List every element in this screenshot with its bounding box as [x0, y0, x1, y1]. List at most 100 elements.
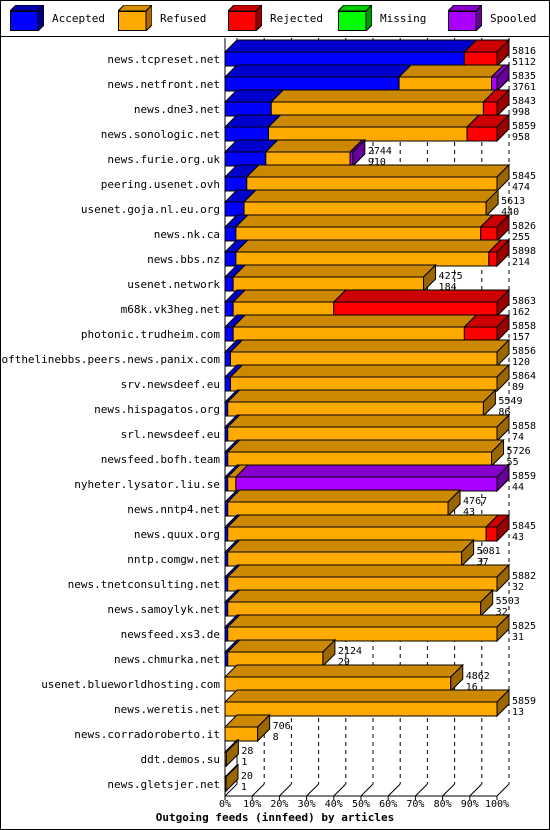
category-label: news.hispagatos.org — [94, 403, 220, 416]
accepted-label: 474 — [512, 182, 530, 193]
accepted-label: 120 — [512, 357, 530, 368]
bar-segment-top — [223, 39, 478, 53]
bar-segment-top — [397, 64, 505, 78]
bar-segment-top — [231, 289, 348, 303]
bar-segment-side — [496, 363, 510, 393]
bar-segment — [224, 251, 237, 267]
bar-segment-side — [257, 713, 271, 743]
accepted-label: 43 — [463, 507, 475, 518]
bar-segment — [463, 326, 498, 342]
bar-segment — [227, 501, 449, 517]
category-label: news.nntp4.net — [127, 503, 220, 516]
grid-floor-line — [496, 783, 510, 797]
category-label: peering.usenet.ovh — [101, 178, 220, 191]
bar-segment — [268, 126, 468, 142]
category-label: news.furie.org.uk — [107, 153, 220, 166]
accepted-label: 37 — [477, 557, 489, 568]
category-label: newsfeed.bofh.team — [101, 453, 221, 466]
x-tick-label: 10% — [243, 799, 261, 810]
bar-segment — [224, 126, 270, 142]
category-label: news.nk.ca — [154, 228, 220, 241]
x-tick-label: 30% — [298, 799, 316, 810]
bar-segment — [235, 226, 482, 242]
x-tick-label: 0% — [219, 799, 231, 810]
bar-segment — [227, 601, 482, 617]
offered-label: 5081 — [477, 546, 501, 557]
bar-segment — [466, 126, 498, 142]
offered-label: 5816 — [512, 46, 536, 57]
bar-segment-side — [496, 288, 510, 318]
accepted-label: 3761 — [512, 82, 536, 93]
legend-swatch-refused — [118, 5, 152, 31]
bar-segment — [224, 76, 400, 92]
grid-floor-line — [360, 783, 374, 797]
bar-segment-top — [234, 239, 503, 253]
x-tick-label: 60% — [379, 799, 397, 810]
bar-segment — [227, 451, 493, 467]
bar-segment-top — [226, 414, 511, 428]
category-label: news.dne3.net — [134, 103, 220, 116]
bar-segment — [224, 176, 248, 192]
bar-segment-side — [461, 538, 475, 568]
bar-segment-top — [234, 214, 494, 228]
bar-segment-side — [496, 613, 510, 643]
legend-label-refused: Refused — [160, 12, 207, 25]
bar-segment-top — [332, 289, 511, 303]
grid-floor-line — [279, 783, 292, 797]
offered-label: 5858 — [512, 321, 536, 332]
bar-segment — [232, 326, 465, 342]
bar-segment — [491, 76, 498, 92]
category-label: usenet.blueworldhosting.com — [41, 678, 220, 691]
bar-segment — [227, 426, 498, 442]
bar-segment-side — [496, 213, 510, 243]
offered-label: 5863 — [512, 296, 536, 307]
bar-segment-top — [226, 564, 511, 578]
accepted-label: 184 — [439, 282, 457, 293]
accepted-label: 5112 — [512, 57, 536, 68]
offered-label: 4767 — [463, 496, 487, 507]
offered-label: 5858 — [512, 421, 536, 432]
x-tick-label: 50% — [352, 799, 370, 810]
bar-segment — [229, 376, 498, 392]
category-label: newsfeed.xs3.de — [121, 628, 220, 641]
bar-segment — [398, 76, 493, 92]
bar-segment — [488, 251, 498, 267]
bar-segment-side — [352, 138, 366, 168]
bar-segment-side — [496, 63, 510, 93]
bar-segment-side — [496, 688, 510, 718]
bar-segment — [235, 251, 490, 267]
bar-segment — [227, 526, 487, 542]
grid-floor-line — [442, 783, 455, 797]
offered-label: 5864 — [512, 371, 536, 382]
bar-segment — [224, 101, 272, 117]
category-label: news.sonologic.net — [101, 128, 220, 141]
offered-label: 5826 — [512, 221, 536, 232]
bar-segment — [224, 201, 245, 217]
bar-segment — [270, 101, 484, 117]
offered-label: 2124 — [338, 646, 362, 657]
accepted-label: 157 — [512, 332, 530, 343]
offered-label: 4275 — [439, 271, 463, 282]
offered-label: 28 — [241, 746, 253, 757]
bar-segment-side — [450, 663, 464, 693]
accepted-label: 998 — [512, 107, 530, 118]
bar-segment — [246, 176, 498, 192]
offered-label: 5613 — [501, 196, 525, 207]
category-label: srl.newsdeef.eu — [121, 428, 220, 441]
legend-divider — [0, 36, 550, 37]
bar-segment-side — [496, 88, 510, 118]
accepted-label: 44 — [512, 482, 524, 493]
grid-floor-line — [251, 783, 265, 797]
bar-segment-top — [226, 439, 505, 453]
bar-segment-top — [234, 464, 511, 478]
offered-label: 2744 — [368, 146, 392, 157]
bar-segment — [224, 326, 234, 342]
bar-segment-top — [231, 314, 478, 328]
grid-floor-line — [387, 783, 401, 797]
accepted-label: 43 — [512, 532, 524, 543]
bar-segment — [232, 276, 425, 292]
bar-segment — [227, 626, 498, 642]
category-label: m68k.vk3heg.net — [121, 303, 220, 316]
bar-segment-side — [496, 238, 510, 268]
